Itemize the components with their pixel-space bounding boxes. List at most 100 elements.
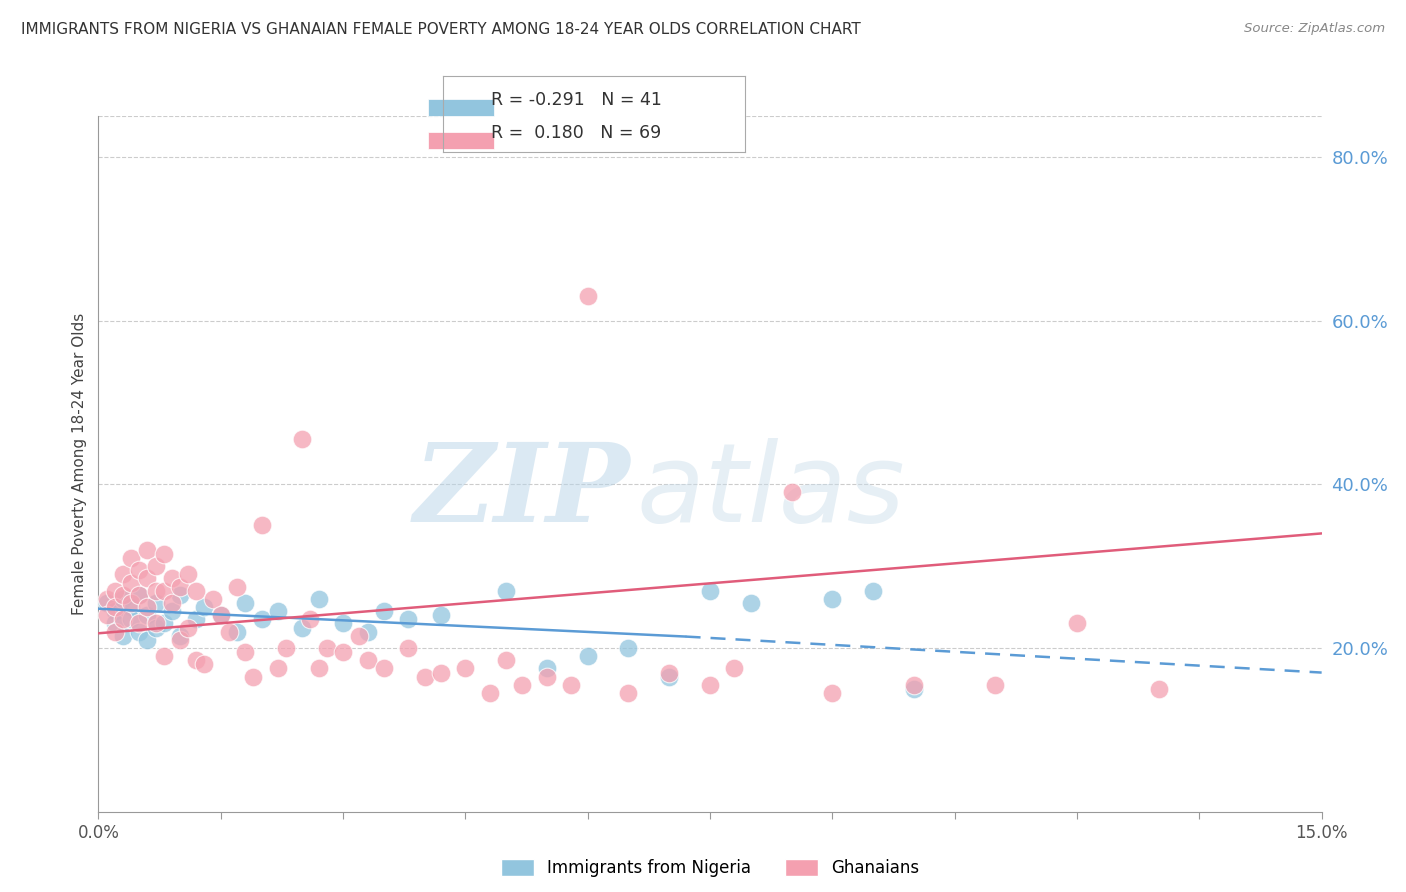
Point [821, 686, 844, 700]
Point [96, 596, 118, 610]
Point [128, 563, 150, 577]
Point [536, 661, 558, 675]
Point [356, 653, 378, 667]
Point [104, 604, 127, 618]
Point [332, 616, 354, 631]
Point [193, 600, 215, 615]
Point [160, 604, 183, 618]
Point [576, 289, 599, 303]
Point [903, 681, 925, 696]
Point [560, 678, 582, 692]
Point [780, 485, 803, 500]
Point [617, 640, 640, 655]
Point [128, 616, 150, 631]
Point [267, 604, 290, 618]
Point [740, 596, 762, 610]
Point [226, 580, 249, 594]
Legend: Immigrants from Nigeria, Ghanaians: Immigrants from Nigeria, Ghanaians [494, 852, 927, 883]
Point [128, 624, 150, 639]
Point [145, 621, 167, 635]
Point [576, 649, 599, 664]
Point [111, 591, 134, 606]
Point [250, 518, 273, 533]
Point [111, 612, 134, 626]
Point [250, 612, 273, 626]
Point [396, 612, 419, 626]
Point [1147, 681, 1170, 696]
Point [315, 640, 337, 655]
Point [903, 678, 925, 692]
Point [291, 621, 314, 635]
Point [120, 575, 142, 590]
Point [177, 567, 200, 582]
Point [111, 629, 134, 643]
Point [274, 640, 297, 655]
Point [478, 686, 501, 700]
Point [169, 632, 191, 647]
Point [356, 624, 378, 639]
Point [862, 583, 884, 598]
Point [128, 588, 150, 602]
Text: R =  0.180   N = 69: R = 0.180 N = 69 [491, 124, 661, 142]
Point [209, 608, 232, 623]
Point [128, 588, 150, 602]
Point [291, 432, 314, 446]
Point [104, 583, 127, 598]
Text: R = -0.291   N = 41: R = -0.291 N = 41 [491, 91, 662, 109]
Point [136, 632, 159, 647]
Point [136, 600, 159, 615]
Point [145, 596, 167, 610]
Point [186, 612, 208, 626]
Point [152, 583, 174, 598]
Y-axis label: Female Poverty Among 18-24 Year Olds: Female Poverty Among 18-24 Year Olds [72, 313, 87, 615]
Point [169, 580, 191, 594]
Point [723, 661, 745, 675]
Point [299, 612, 322, 626]
Point [536, 670, 558, 684]
Point [201, 591, 224, 606]
Point [136, 542, 159, 557]
Point [136, 571, 159, 585]
Point [454, 661, 477, 675]
Point [96, 591, 118, 606]
Point [169, 588, 191, 602]
Point [104, 624, 127, 639]
Point [152, 616, 174, 631]
Point [373, 661, 395, 675]
Point [120, 551, 142, 566]
Point [512, 678, 534, 692]
Point [120, 596, 142, 610]
Point [658, 670, 681, 684]
Point [396, 640, 419, 655]
Point [209, 608, 232, 623]
Point [226, 624, 249, 639]
Point [111, 567, 134, 582]
Point [111, 588, 134, 602]
Point [617, 686, 640, 700]
Point [152, 547, 174, 561]
Point [160, 571, 183, 585]
Text: atlas: atlas [637, 438, 905, 545]
Point [332, 645, 354, 659]
Point [186, 653, 208, 667]
Point [233, 645, 256, 659]
Point [152, 649, 174, 664]
Point [186, 583, 208, 598]
Point [96, 608, 118, 623]
Point [430, 665, 453, 680]
Point [104, 616, 127, 631]
Point [160, 596, 183, 610]
Point [658, 665, 681, 680]
Point [145, 616, 167, 631]
Point [145, 559, 167, 574]
Point [233, 596, 256, 610]
Point [373, 604, 395, 618]
Point [308, 661, 330, 675]
Point [821, 591, 844, 606]
Point [193, 657, 215, 672]
Point [308, 591, 330, 606]
Point [413, 670, 436, 684]
Point [495, 653, 517, 667]
Point [218, 624, 240, 639]
Text: ZIP: ZIP [413, 438, 630, 545]
